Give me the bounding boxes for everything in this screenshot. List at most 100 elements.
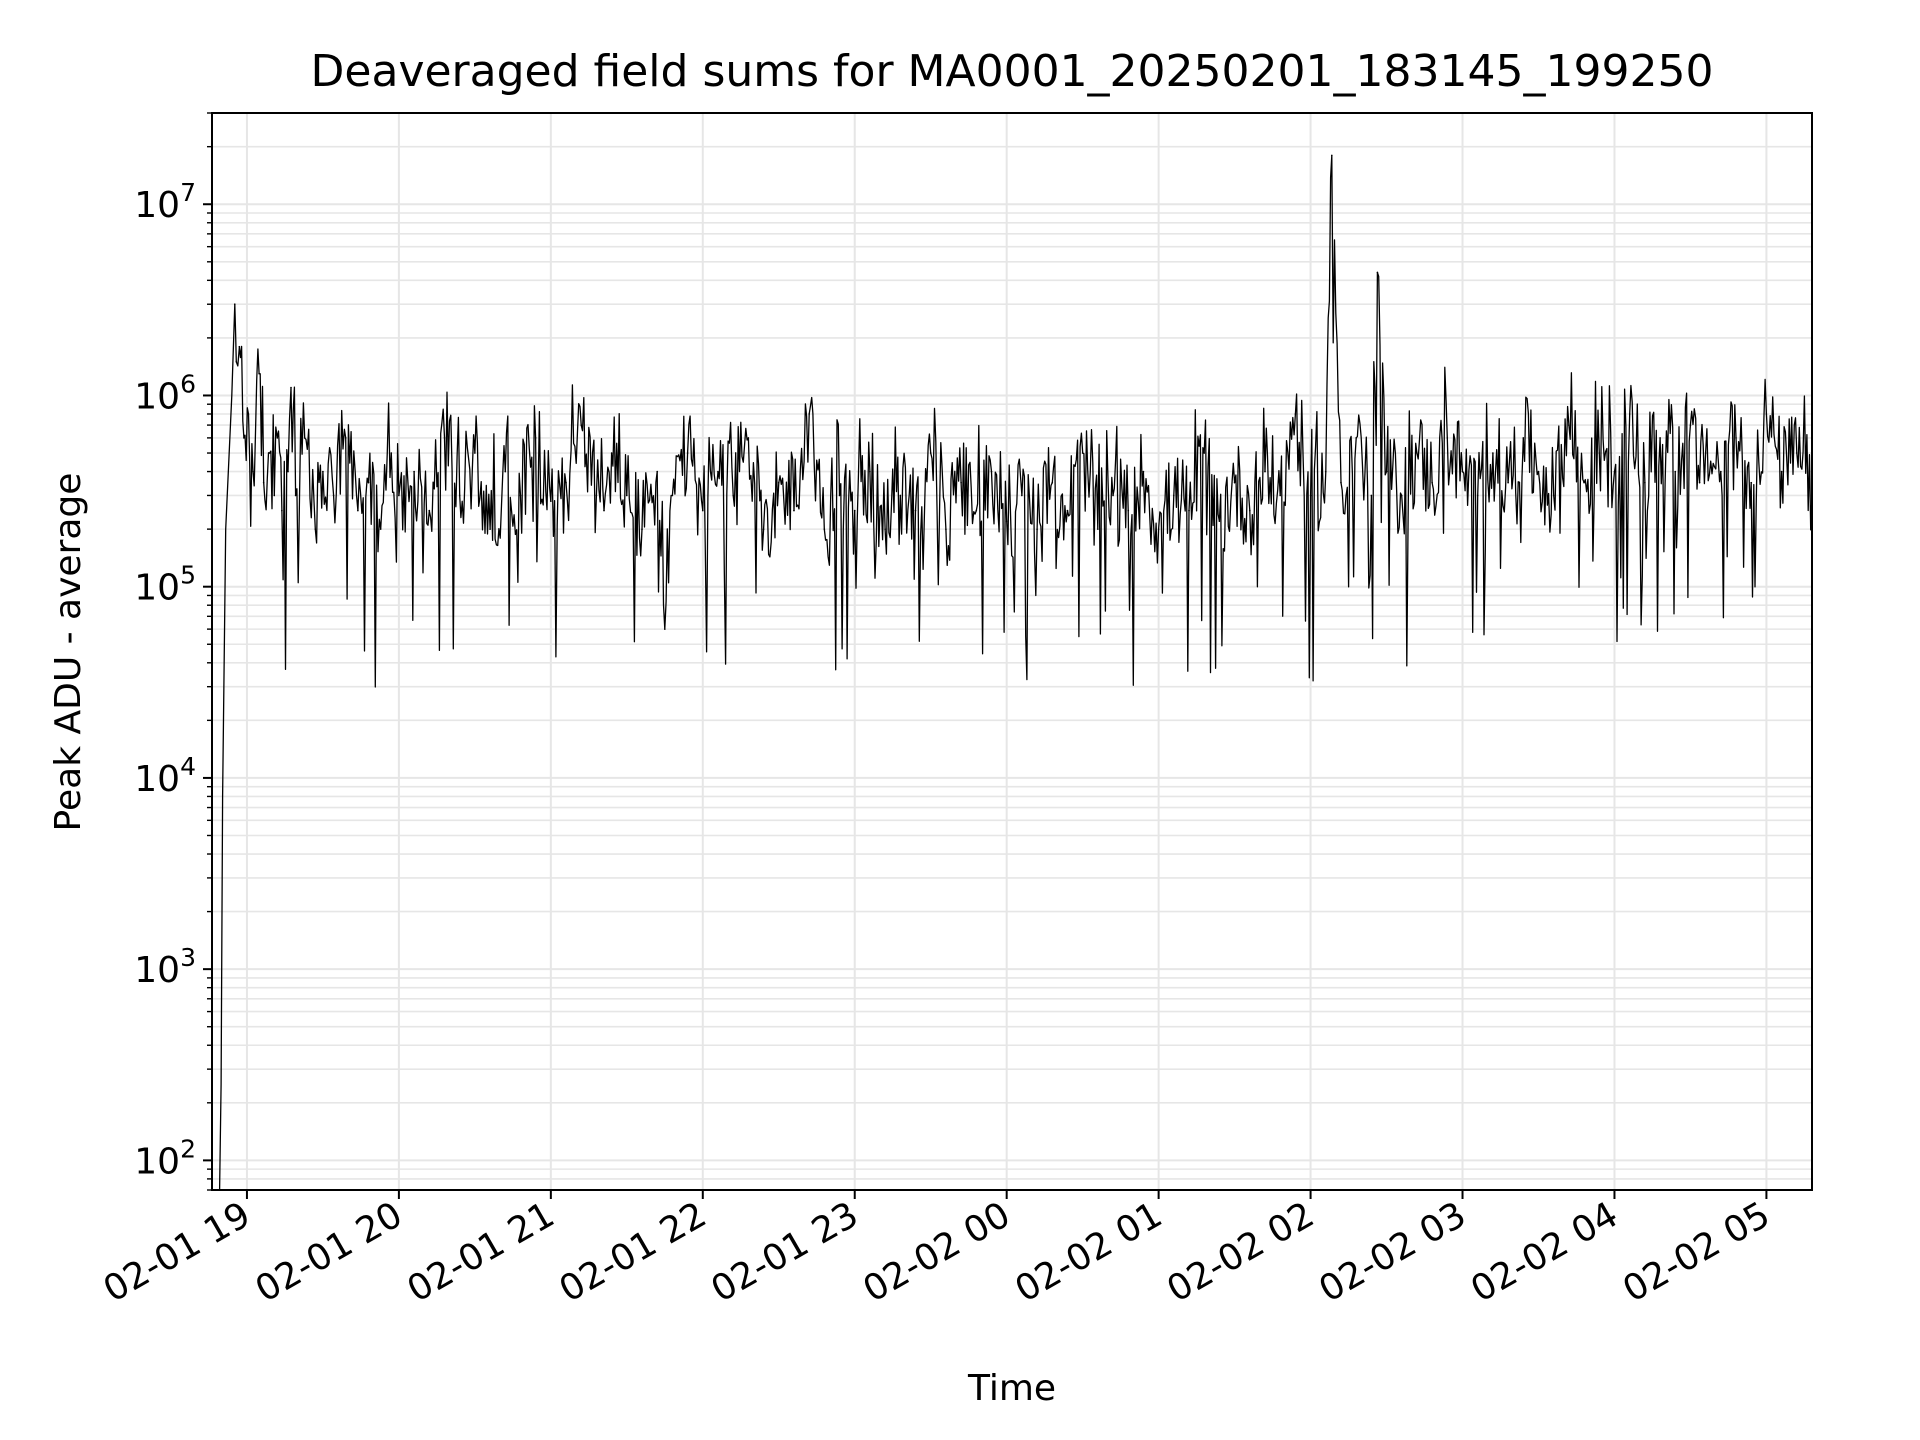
chart-title: Deaveraged field sums for MA0001_2025020… xyxy=(311,46,1714,97)
y-tick-label: 105 xyxy=(134,561,196,609)
data-point xyxy=(1142,470,1145,473)
data-point xyxy=(610,452,613,454)
data-point xyxy=(443,437,446,439)
data-point xyxy=(853,509,856,512)
data-point xyxy=(1431,481,1433,484)
data-point xyxy=(413,470,415,473)
data-point xyxy=(1659,437,1661,439)
data-point xyxy=(504,470,507,473)
data-point xyxy=(233,303,236,306)
data-point xyxy=(1021,494,1023,497)
data-point xyxy=(1370,494,1373,497)
data-point xyxy=(1583,481,1585,484)
series-line-layer xyxy=(218,154,1813,1191)
data-point xyxy=(1248,509,1251,512)
data-point xyxy=(1036,528,1038,530)
data-point xyxy=(1051,481,1054,484)
data-point xyxy=(929,452,932,454)
data-point xyxy=(884,528,886,530)
data-point xyxy=(314,528,317,530)
data-point xyxy=(1081,452,1084,454)
data-point xyxy=(1203,452,1206,454)
data-point xyxy=(1735,437,1737,439)
data-point xyxy=(344,437,347,439)
data-point xyxy=(262,481,265,484)
data-point xyxy=(258,372,260,375)
data-point xyxy=(287,470,289,473)
data-point xyxy=(357,509,359,512)
data-point xyxy=(1355,437,1357,439)
data-point xyxy=(603,509,605,512)
data-point xyxy=(565,481,567,484)
y-tick-label-base: 10 xyxy=(134,950,180,991)
y-tick-label-base: 10 xyxy=(134,1141,180,1182)
data-point xyxy=(1507,481,1509,484)
data-point xyxy=(686,452,689,454)
data-point xyxy=(990,470,993,473)
data-point xyxy=(550,500,552,502)
data-point xyxy=(1294,413,1297,415)
data-point xyxy=(732,494,734,497)
data-point xyxy=(390,452,393,454)
plot-area-frame xyxy=(211,112,1813,1191)
data-point xyxy=(671,494,674,497)
data-point xyxy=(268,452,271,454)
data-point xyxy=(1552,494,1555,497)
data-point xyxy=(1340,481,1342,484)
data-point xyxy=(1461,470,1464,473)
data-point xyxy=(945,528,947,530)
data-point xyxy=(534,437,537,439)
y-tick-label-base: 10 xyxy=(134,185,180,226)
data-point xyxy=(1385,470,1388,473)
data-point xyxy=(1492,452,1494,454)
data-point xyxy=(1780,470,1783,473)
data-point xyxy=(899,494,902,497)
y-tick-label-exponent: 2 xyxy=(180,1134,196,1163)
y-tick-label-exponent: 5 xyxy=(180,561,196,590)
data-point xyxy=(379,528,382,530)
data-point xyxy=(1765,413,1768,415)
data-point xyxy=(823,528,826,530)
data-point xyxy=(1264,470,1266,473)
y-tick-label: 106 xyxy=(134,369,196,417)
data-point xyxy=(519,494,522,497)
data-point xyxy=(276,437,279,439)
data-point xyxy=(367,481,370,484)
data-point xyxy=(595,494,598,497)
data-point xyxy=(1698,481,1701,484)
data-point xyxy=(1066,509,1069,512)
data-point xyxy=(762,528,765,530)
data-point xyxy=(975,509,978,512)
data-point xyxy=(1644,481,1646,484)
data-point xyxy=(1173,494,1175,497)
grid-lines xyxy=(212,112,1812,1191)
data-point xyxy=(777,481,780,484)
data-point xyxy=(960,481,962,484)
data-point xyxy=(1233,481,1236,484)
data-point xyxy=(869,470,871,473)
data-point xyxy=(717,470,719,473)
data-point xyxy=(303,437,306,439)
data-point xyxy=(243,437,245,439)
y-axis-label: Peak ADU - average xyxy=(48,473,89,832)
data-point xyxy=(1796,452,1798,454)
data-point xyxy=(1704,452,1707,454)
data-point xyxy=(1446,437,1449,439)
data-point xyxy=(428,509,431,512)
x-axis-label: Time xyxy=(967,1368,1056,1409)
data-point xyxy=(747,437,750,439)
data-point xyxy=(580,424,583,426)
data-point xyxy=(294,494,297,497)
y-tick-label: 107 xyxy=(134,178,196,226)
y-tick-label-base: 10 xyxy=(134,568,180,609)
data-point xyxy=(1674,470,1677,473)
data-point xyxy=(1309,494,1312,497)
data-point xyxy=(1005,520,1008,523)
data-point xyxy=(1376,271,1379,274)
y-tick-label: 102 xyxy=(134,1134,196,1182)
data-point xyxy=(656,470,659,473)
data-point xyxy=(281,509,283,512)
data-point xyxy=(914,509,917,512)
